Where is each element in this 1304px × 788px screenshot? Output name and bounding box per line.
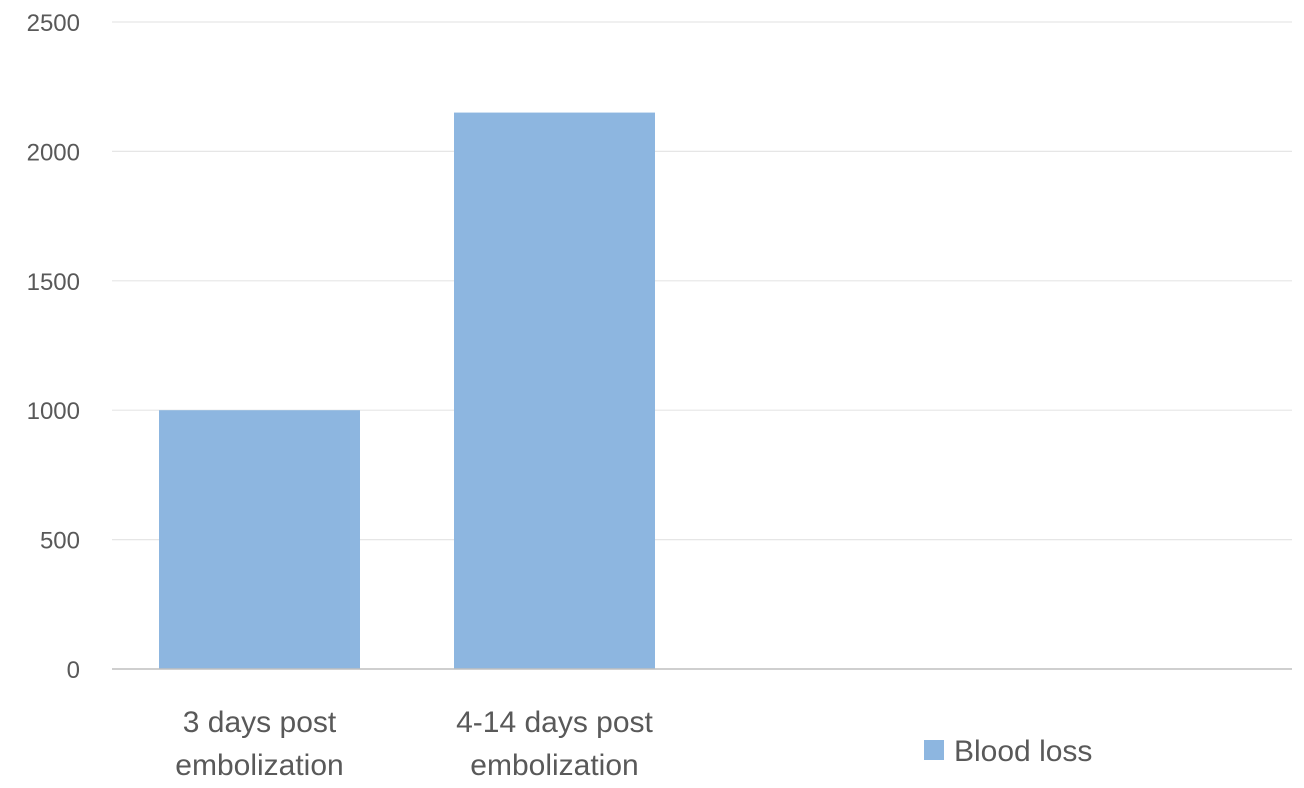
x-category-label: 3 days post xyxy=(183,706,337,739)
bar-1 xyxy=(159,410,360,669)
y-axis-ticks: 0 500 1000 1500 2000 2500 xyxy=(27,10,80,684)
y-tick-label: 1000 xyxy=(27,398,80,425)
legend-label-blood-loss: Blood loss xyxy=(954,735,1092,768)
y-tick-label: 0 xyxy=(67,657,80,684)
legend: Blood loss xyxy=(924,735,1092,768)
y-tick-label: 1500 xyxy=(27,269,80,296)
y-tick-label: 500 xyxy=(40,528,80,555)
legend-swatch xyxy=(924,740,944,760)
x-category-label: embolization xyxy=(470,749,638,782)
y-tick-label: 2000 xyxy=(27,139,80,166)
bar-2 xyxy=(454,112,655,669)
x-axis-labels: 3 days post embolization 4-14 days post emb… xyxy=(175,706,653,782)
x-category-label: embolization xyxy=(175,749,343,782)
bars xyxy=(159,112,655,669)
y-tick-label: 2500 xyxy=(27,10,80,37)
x-category-label: 4-14 days post xyxy=(456,706,653,739)
